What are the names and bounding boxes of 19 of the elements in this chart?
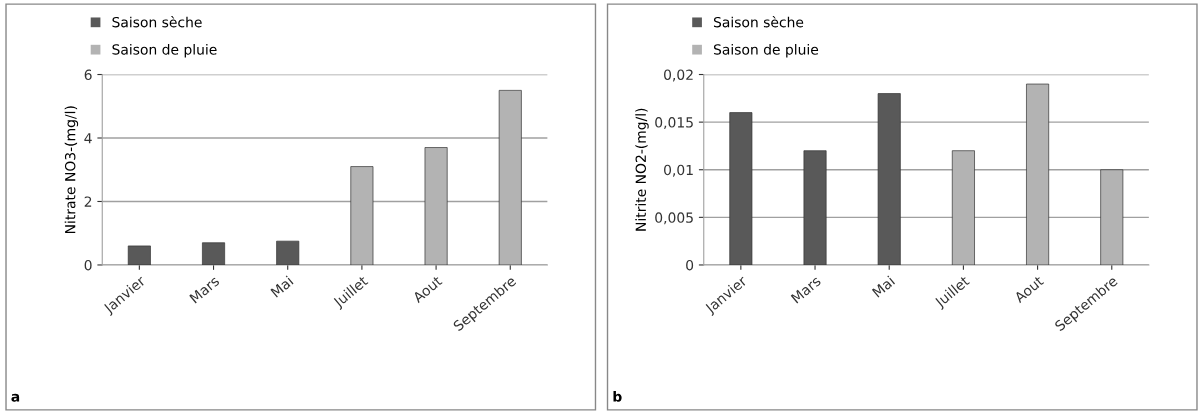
y-tick-label: 0: [686, 259, 694, 271]
legend-label: Saison de pluie: [713, 43, 819, 58]
y-tick-label: 4: [84, 133, 92, 144]
legend-label: Saison sèche: [713, 16, 804, 28]
y-tick-label: 0,02: [664, 69, 693, 82]
text: b: [613, 391, 622, 402]
y-axis-title: Nitrite NO2-(mg/l): [635, 108, 649, 231]
y-tick-label: 6: [84, 69, 92, 80]
legend-label: Saison sèche: [112, 16, 202, 28]
y-tick-label: 0: [84, 259, 92, 271]
x-tick-label: Mai: [270, 275, 294, 298]
y-axis-title: Nitrate NO3-(mg/l): [64, 106, 79, 233]
y-tick-label: 0,005: [655, 212, 693, 225]
x-tick-label: Mai: [871, 275, 896, 298]
y-tick-label: 2: [84, 196, 92, 207]
text: a: [11, 393, 20, 402]
legend-label: Saison de pluie: [112, 43, 217, 58]
y-tick-label: 0,015: [655, 117, 693, 130]
y-tick-label: 0,01: [664, 164, 693, 177]
